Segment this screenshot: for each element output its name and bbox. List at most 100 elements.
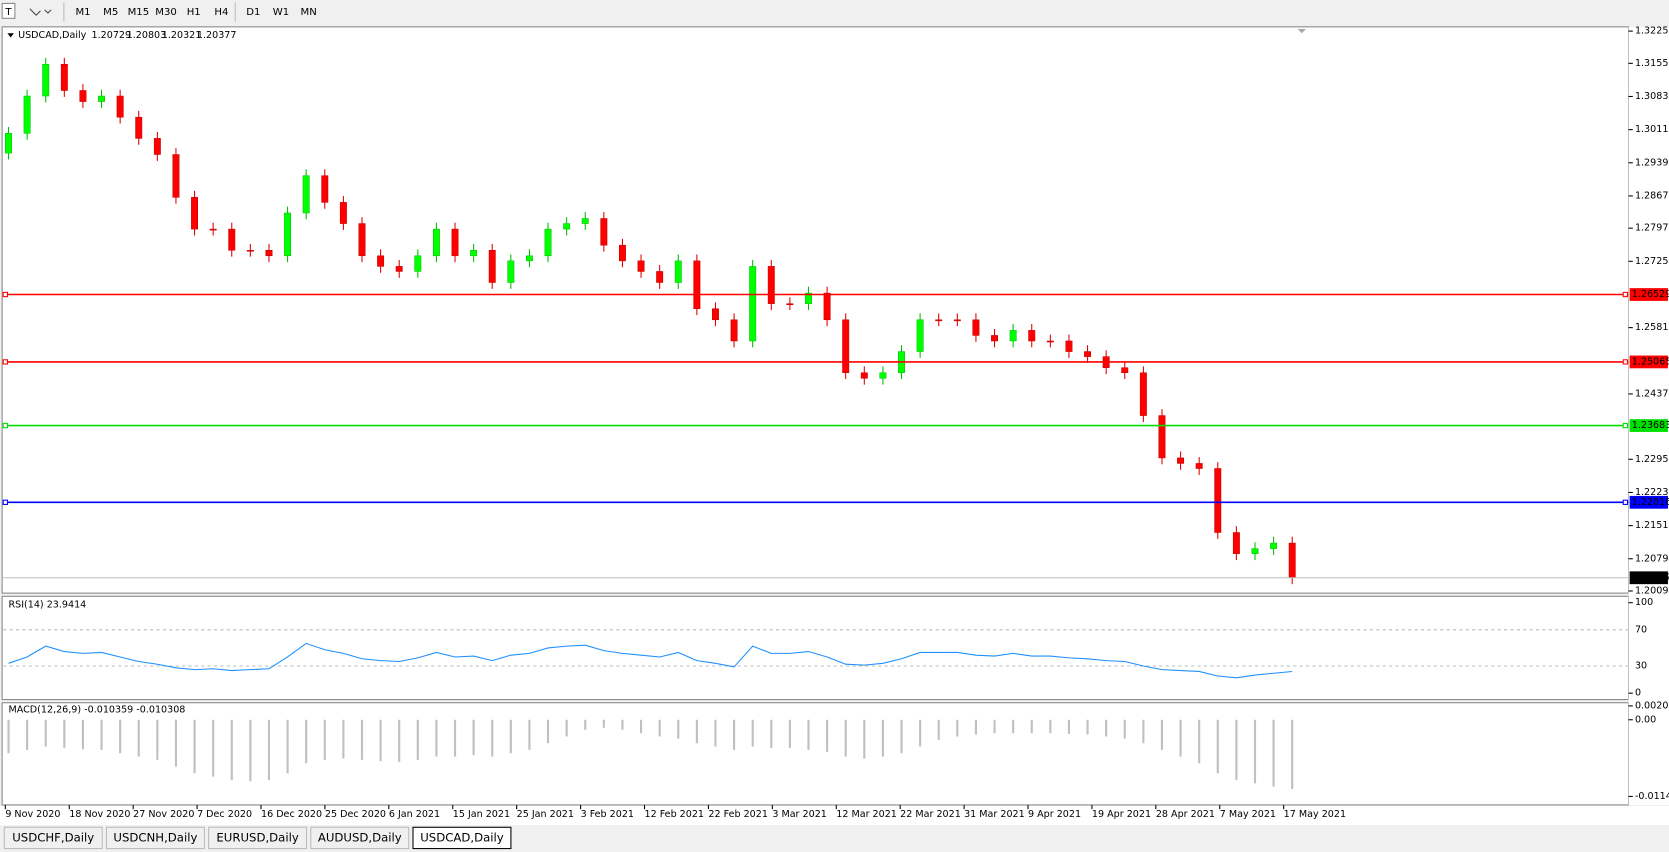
macd-bar [491,719,494,757]
last-price-bg [1629,571,1668,585]
candle-body [618,244,626,262]
tab-label[interactable]: EURUSD,Daily [216,830,298,844]
date-label: 3 Feb 2021 [581,809,634,820]
macd-bar [267,719,271,780]
timeframe-button[interactable]: H4 [214,7,228,18]
timeframe-button[interactable]: W1 [273,7,289,18]
macd-bar [398,719,401,762]
macd-bar [26,719,29,750]
level-label-bg [1629,495,1668,509]
candle-body [358,223,366,257]
timeframe-button[interactable]: M1 [75,7,90,18]
price-axis [1628,26,1669,805]
level-handle[interactable] [2,359,8,365]
timeframe-button[interactable]: M5 [103,7,118,18]
macd-bar [7,719,10,754]
level-handle[interactable] [1622,422,1629,429]
tab-label[interactable]: USDCAD,Daily [420,830,503,844]
quote-value: 1.20377 [197,30,237,41]
candle-body [656,271,664,283]
date-label: 31 Mar 2021 [964,809,1025,820]
macd-bar [602,719,605,728]
tool-icon[interactable] [1,2,16,19]
date-label: 7 May 2021 [1220,809,1276,820]
macd-bar [360,719,364,760]
candle-body [953,319,961,322]
tab[interactable] [208,826,308,850]
macd-bar [937,719,940,740]
macd-bar [565,719,568,737]
level-handle[interactable] [1622,291,1629,298]
level-handle[interactable] [2,291,8,298]
candle-body [153,138,161,155]
macd-title: MACD(12,26,9) -0.010359 -0.010308 [9,705,186,716]
candle-body [1158,415,1166,459]
candle-body [544,228,552,257]
tab[interactable] [412,826,512,850]
candle-body [79,90,87,102]
candle-body [693,260,701,310]
candle-body [116,95,124,118]
date-label: 7 Dec 2020 [197,809,252,820]
level-handle[interactable] [2,422,8,429]
rsi-tick-label: 30 [1635,661,1647,672]
date-label: 9 Nov 2020 [5,809,60,820]
time-axis [0,805,1669,826]
candle-body [5,133,12,154]
macd-bar [844,719,847,757]
macd-bar [509,719,512,754]
macd-bar [100,719,103,750]
candle-body [42,63,50,97]
menu-arrow[interactable] [7,33,14,38]
level-handle[interactable] [1622,499,1629,505]
toolbar [0,0,1669,24]
price-tick-label: 1.31550 [1635,58,1669,69]
price-tick-label: 1.27970 [1635,223,1669,234]
level-label: 1.22016 [1632,497,1669,508]
macd-bar [156,719,159,760]
macd-bar [379,719,382,762]
tab-label[interactable]: AUDUSD,Daily [318,830,402,844]
price-tick-label: 1.27250 [1635,256,1669,267]
candle-body [1232,532,1240,554]
macd-panel [1,702,1630,806]
timeframe-button[interactable]: H1 [187,7,201,18]
tab[interactable] [105,826,205,850]
candle-body [209,228,217,231]
tab-label[interactable]: USDCNH,Daily [113,830,197,844]
candle-body [1195,463,1203,469]
tab[interactable] [310,826,410,850]
candle-body [60,63,68,91]
tab-label[interactable]: USDCHF,Daily [12,830,94,844]
candle-body [823,292,831,321]
price-tick-label: 1.29390 [1635,157,1669,168]
macd-bar [1272,719,1275,787]
macd-bar [900,719,903,754]
candle-body [674,260,682,283]
macd-bar [546,719,550,744]
candle-body [637,260,645,272]
macd-bar [1216,719,1219,774]
candle-body [916,319,924,352]
macd-bar [453,719,457,757]
macd-bar [1235,719,1238,780]
candle-body [246,250,254,252]
level-handle[interactable] [2,499,8,505]
timeframe-button[interactable]: M15 [128,7,150,18]
candle-body [507,260,515,283]
macd-bar [770,719,773,748]
candle-body [1009,330,1017,342]
candle-body [228,228,236,251]
candle-body [972,319,980,336]
level-label: 1.25065 [1632,356,1669,367]
timeframe-button[interactable]: M30 [155,7,177,18]
level-label-bg [1629,355,1668,369]
timeframe-button[interactable]: MN [301,7,317,18]
macd-bar [212,719,215,777]
tool-icon[interactable] [29,8,52,16]
candle-body [525,255,533,262]
level-handle[interactable] [1622,359,1629,365]
timeframe-button[interactable]: D1 [246,7,260,18]
tab[interactable] [3,826,103,850]
